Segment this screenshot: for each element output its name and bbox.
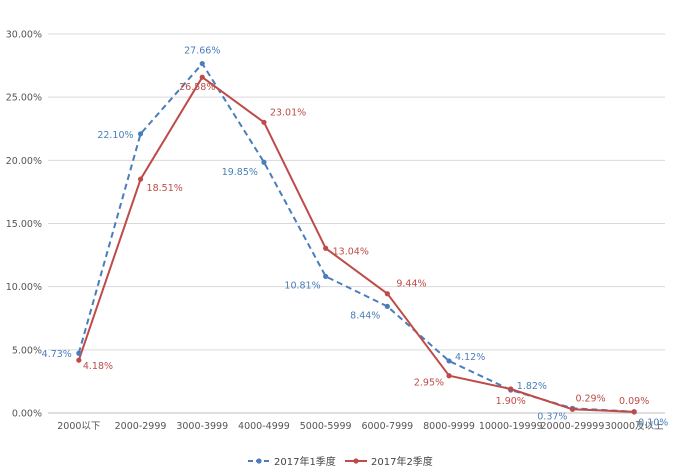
data-point-series-2 xyxy=(569,406,576,412)
y-tick-label: 25.00% xyxy=(6,93,42,104)
data-point-series-1 xyxy=(446,358,452,364)
data-point-series-1 xyxy=(323,273,329,280)
data-label-series-2: 2.95% xyxy=(414,378,444,389)
data-point-series-1 xyxy=(137,131,144,137)
x-tick-label: 30000及以上 xyxy=(605,421,664,432)
y-tick-label: 10.00% xyxy=(6,282,42,293)
y-tick-label: 0.00% xyxy=(12,409,42,420)
data-label-series-1: 22.10% xyxy=(97,130,133,141)
series-points xyxy=(76,60,637,415)
x-tick-label: 2000以下 xyxy=(57,421,100,432)
series-line-1 xyxy=(77,62,635,413)
y-tick-label: 20.00% xyxy=(6,156,42,167)
data-label-series-2: 0.09% xyxy=(619,396,649,407)
data-label-series-1: 1.82% xyxy=(517,381,547,392)
data-label-series-2: 23.01% xyxy=(270,107,306,118)
series-line-2 xyxy=(77,76,635,413)
data-label-series-1: 4.12% xyxy=(455,352,485,363)
series-lines xyxy=(77,62,635,413)
data-label-series-1: 27.66% xyxy=(184,46,220,57)
data-point-series-1 xyxy=(199,60,205,67)
data-label-series-1: 8.44% xyxy=(350,310,380,321)
data-point-series-2 xyxy=(446,373,452,379)
x-tick-label: 20000-29999 xyxy=(541,421,605,432)
data-point-series-2 xyxy=(323,245,329,251)
data-label-series-2: 26.58% xyxy=(179,82,215,93)
data-point-series-2 xyxy=(631,409,637,415)
x-tick-label: 6000-7999 xyxy=(361,421,413,432)
data-point-series-1 xyxy=(261,159,267,165)
x-tick-label: 2000-2999 xyxy=(115,421,167,432)
data-label-series-1: 4.73% xyxy=(42,349,72,360)
y-tick-label: 30.00% xyxy=(6,30,42,41)
x-tick-label: 4000-4999 xyxy=(238,421,290,432)
x-tick-label: 5000-5999 xyxy=(300,421,352,432)
data-point-series-2 xyxy=(199,74,205,80)
x-tick-label: 3000-3999 xyxy=(176,421,228,432)
y-axis-tick-labels: 0.00% 5.00% 10.00% 15.00% 20.00% 25.00% 30.00% xyxy=(6,30,42,420)
data-label-series-2: 18.51% xyxy=(147,183,183,194)
data-point-series-2 xyxy=(137,176,144,182)
legend: 2017年1季度 2017年2季度 xyxy=(248,455,433,468)
data-label-series-1: 19.85% xyxy=(222,167,258,178)
legend-marker-1 xyxy=(256,458,262,464)
legend-marker-2 xyxy=(353,458,359,464)
x-tick-label: 10000-19999 xyxy=(479,421,543,432)
legend-label-2: 2017年2季度 xyxy=(371,455,433,468)
y-tick-label: 15.00% xyxy=(6,219,42,230)
data-point-series-2 xyxy=(384,291,390,297)
y-tick-label: 5.00% xyxy=(12,345,42,356)
x-tick-label: 8000-9999 xyxy=(423,421,475,432)
data-label-series-2: 4.18% xyxy=(83,361,113,372)
data-point-series-2 xyxy=(76,357,82,363)
data-label-series-1: 0.37% xyxy=(537,411,567,422)
data-label-series-2: 1.90% xyxy=(496,396,526,407)
data-point-series-1 xyxy=(76,350,82,356)
data-label-series-1: 10.81% xyxy=(284,280,320,291)
data-point-series-1 xyxy=(384,303,390,309)
legend-label-1: 2017年1季度 xyxy=(274,455,336,468)
data-label-series-2: 9.44% xyxy=(396,279,426,290)
data-label-series-2: 13.04% xyxy=(333,246,369,257)
x-axis-tick-labels: 2000以下 2000-2999 3000-3999 4000-4999 5000-59… xyxy=(57,421,664,432)
data-labels: 4.73% 22.10% 27.66% 19.85% 10.81% 8.44% 4.12% 1… xyxy=(42,46,669,429)
data-label-series-2: 0.29% xyxy=(575,393,605,404)
data-point-series-2 xyxy=(508,386,514,392)
data-label-series-1: 0.10% xyxy=(638,418,668,429)
data-point-series-2 xyxy=(261,119,267,125)
grid-lines xyxy=(48,33,665,414)
